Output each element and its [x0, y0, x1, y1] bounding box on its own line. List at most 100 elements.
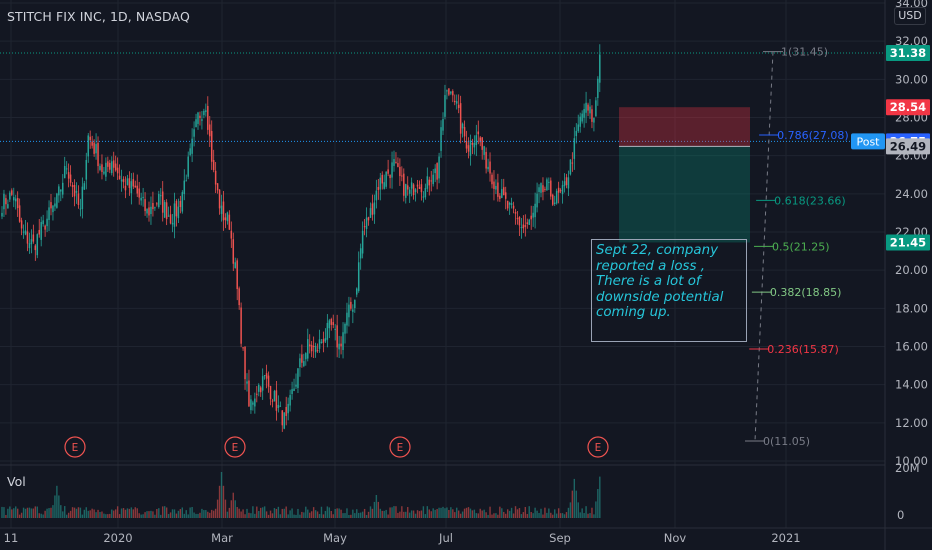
candle-body: [122, 179, 125, 183]
candle-body: [128, 178, 131, 188]
volume-bar: [281, 508, 283, 518]
candle-body: [281, 410, 284, 426]
risk-reward-tool: [619, 107, 750, 243]
volume-bar: [250, 513, 252, 518]
x-tick-label: Mar: [211, 531, 233, 545]
candle-body: [489, 161, 491, 174]
candle-body: [218, 189, 221, 209]
candle-body: [261, 376, 264, 391]
candle-body: [410, 182, 413, 189]
candle-body: [258, 384, 260, 392]
candle-body: [277, 404, 280, 409]
candle-body: [140, 197, 142, 201]
fib-level-label: 0.786(27.08): [777, 129, 849, 142]
candle-body: [1, 212, 3, 217]
volume-bar: [275, 508, 278, 518]
candle-body: [224, 217, 227, 221]
price-badge-label: 31.38: [890, 46, 926, 60]
candle-body: [199, 115, 201, 118]
volume-bar: [583, 513, 585, 518]
volume-bar: [399, 511, 401, 518]
currency-button[interactable]: USD: [894, 7, 926, 25]
candle-body: [495, 185, 497, 190]
volume-bar: [58, 495, 60, 518]
volume-bar: [497, 514, 499, 518]
volume-label[interactable]: Vol: [7, 474, 26, 489]
volume-bar: [287, 514, 289, 518]
symbol-title[interactable]: STITCH FIX INC, 1D, NASDAQ: [7, 9, 190, 24]
x-tick-label: May: [323, 531, 347, 545]
volume-bar: [218, 485, 221, 518]
volume-bar: [140, 514, 142, 518]
candle-body: [359, 248, 362, 259]
candle-body: [512, 205, 515, 209]
fib-level-label: 1(31.45): [781, 46, 828, 59]
candle-body: [563, 181, 566, 187]
candle-body: [565, 177, 568, 186]
candle-body: [154, 207, 156, 209]
candle-body: [561, 185, 564, 195]
candle-body: [324, 338, 327, 342]
volume-bar: [340, 509, 342, 518]
volume-bar: [179, 509, 182, 518]
annotation-note[interactable]: Sept 22, company reported a loss , There…: [591, 239, 747, 342]
volume-bar: [16, 508, 19, 518]
candle-body: [393, 159, 395, 166]
volume-bar: [146, 511, 148, 518]
volume-bar: [69, 510, 72, 518]
candle-body: [44, 225, 46, 230]
candle-body: [236, 260, 238, 290]
volume-bar: [163, 506, 166, 518]
candle-body: [344, 323, 346, 334]
candle-body: [428, 179, 431, 186]
volume-bar: [81, 514, 84, 518]
candle-body: [463, 127, 466, 137]
candle-body: [63, 166, 66, 179]
candle-body: [54, 203, 56, 207]
volume-bar: [424, 514, 427, 518]
candle-body: [583, 109, 585, 118]
volume-bar: [299, 514, 301, 518]
volume-bar: [165, 507, 168, 518]
y-tick-label: 20.00: [895, 263, 928, 277]
volume-bar: [361, 511, 364, 518]
candle-body: [491, 174, 493, 185]
volume-bar: [534, 507, 536, 518]
volume-bar: [301, 511, 303, 518]
candle-body: [307, 339, 309, 359]
volume-bar: [101, 511, 103, 518]
candle-body: [591, 109, 593, 122]
candle-body: [467, 145, 470, 152]
volume-bar: [565, 512, 568, 518]
candle-body: [34, 245, 37, 251]
candle-body: [569, 159, 572, 175]
volume-bar: [438, 507, 440, 518]
candle-body: [118, 175, 121, 180]
volume-bar: [132, 509, 135, 518]
candle-body: [175, 200, 178, 217]
volume-bar: [422, 506, 425, 518]
candle-body: [271, 400, 274, 402]
candle-body: [83, 183, 86, 190]
volume-bar: [446, 507, 448, 518]
volume-bar: [442, 506, 444, 518]
volume-bar: [228, 507, 231, 518]
candle-body: [416, 184, 419, 187]
volume-bar: [318, 513, 321, 518]
volume-bar: [252, 506, 254, 518]
volume-bar: [44, 510, 46, 518]
candle-body: [85, 159, 88, 180]
price-badge: [886, 234, 930, 251]
volume-bar: [332, 514, 334, 518]
candle-body: [32, 234, 35, 242]
candle-body: [352, 309, 354, 312]
volume-bar: [134, 507, 136, 518]
volume-bar: [107, 514, 109, 518]
volume-bar: [52, 505, 54, 518]
volume-bar: [403, 511, 405, 518]
candle-body: [440, 127, 442, 151]
candle-body: [210, 130, 213, 162]
